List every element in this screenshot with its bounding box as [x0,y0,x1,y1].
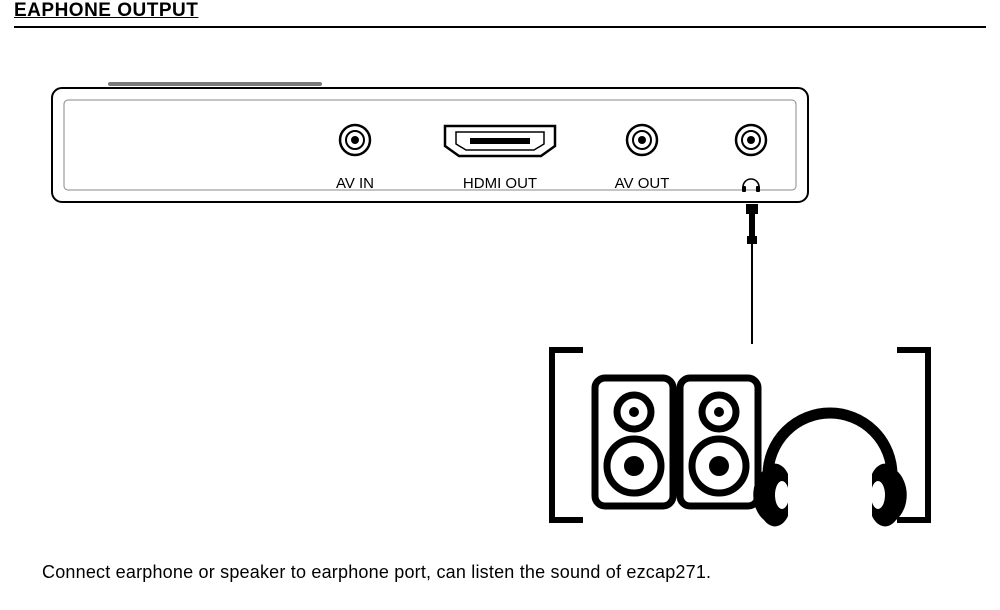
cable-line [751,204,753,344]
output-devices-group [540,340,940,535]
output-group-svg [540,340,940,535]
device-outline [52,88,808,202]
port-av-out-label: AV OUT [615,175,670,192]
port-hdmi-out-label: HDMI OUT [463,175,537,192]
page: EAPHONE OUTPUT AV IN [0,0,1000,610]
device-svg: AV IN HDMI OUT AV OUT [50,82,810,204]
headphones-icon [753,413,906,526]
section-rule [14,26,986,28]
port-av-in-label: AV IN [336,175,374,192]
bracket-left [552,350,580,520]
caption-text: Connect earphone or speaker to earphone … [42,562,711,583]
section-title: EAPHONE OUTPUT [14,0,198,22]
device-rear-panel: AV IN HDMI OUT AV OUT [50,82,810,204]
speaker-icon [595,378,673,506]
speaker-icon [680,378,758,506]
